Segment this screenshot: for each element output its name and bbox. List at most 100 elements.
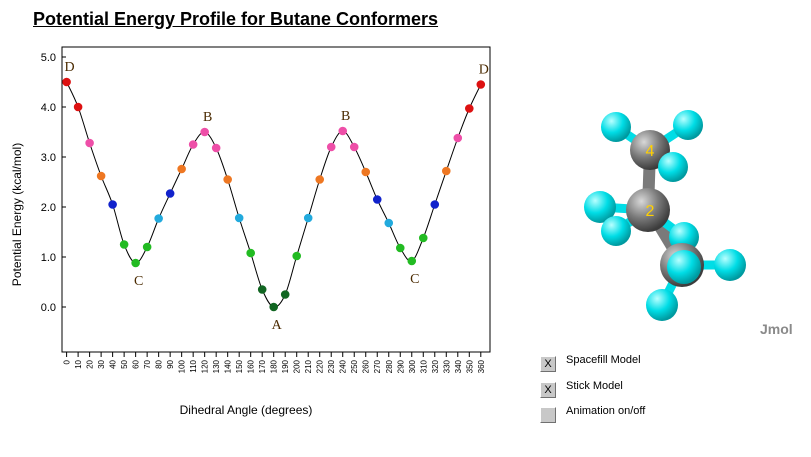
- x-tick-label: 210: [304, 359, 313, 373]
- y-tick-label: 0.0: [41, 302, 56, 314]
- x-tick-label: 230: [327, 359, 336, 373]
- x-axis-label: Dihedral Angle (degrees): [180, 403, 313, 417]
- conformer-label: D: [65, 60, 75, 75]
- data-point: [453, 133, 463, 143]
- x-tick-label: 260: [362, 359, 371, 373]
- x-tick-label: 220: [316, 359, 325, 373]
- animation-checkbox[interactable]: [540, 407, 556, 423]
- y-axis-ticks: 0.0 1.0 2.0 3.0 4.0 5.0: [41, 52, 66, 314]
- x-tick-label: 30: [97, 359, 106, 368]
- hydrogen-atom: [584, 191, 616, 223]
- conformer-label: A: [272, 318, 283, 333]
- data-point: [292, 251, 302, 261]
- conformer-label: C: [410, 272, 419, 287]
- data-point: [177, 164, 186, 174]
- y-tick-label: 3.0: [41, 152, 56, 164]
- hydrogen-atom: [673, 110, 703, 140]
- y-tick-label: 4.0: [41, 102, 56, 114]
- conformer-labels: D B C A B C D: [65, 60, 489, 333]
- data-point: [257, 285, 267, 294]
- data-point: [211, 143, 221, 153]
- x-tick-label: 100: [178, 359, 187, 373]
- data-point: [73, 102, 83, 112]
- data-point: [142, 242, 152, 252]
- x-tick-label: 290: [396, 359, 405, 373]
- data-point: [154, 214, 163, 223]
- carbon-atom: [626, 188, 670, 232]
- x-tick-label: 350: [465, 359, 474, 373]
- x-tick-label: 340: [454, 359, 463, 373]
- y-tick-label: 1.0: [41, 252, 56, 264]
- data-point: [361, 167, 371, 177]
- hydrogen-atom: [646, 289, 678, 321]
- x-tick-label: 110: [189, 359, 198, 372]
- conformer-label: C: [134, 274, 143, 289]
- x-tick-label: 120: [201, 359, 210, 373]
- x-tick-label: 150: [235, 359, 244, 373]
- conformer-label: D: [479, 63, 489, 78]
- data-point: [303, 213, 313, 223]
- atom-label: 2: [646, 203, 655, 220]
- x-tick-label: 130: [212, 359, 221, 373]
- data-point: [464, 104, 474, 113]
- x-tick-label: 80: [155, 359, 164, 368]
- butane-3d-model[interactable]: 4 2: [570, 95, 760, 330]
- stick-checkbox[interactable]: X: [540, 382, 556, 398]
- stick-label: Stick Model: [566, 380, 623, 392]
- hydrogen-atom: [714, 249, 746, 281]
- data-point: [441, 166, 451, 176]
- data-point: [246, 248, 255, 258]
- x-tick-label: 240: [339, 359, 348, 373]
- x-tick-label: 320: [431, 359, 440, 373]
- x-tick-label: 200: [293, 359, 302, 373]
- stick-control: X Stick Model: [540, 380, 623, 398]
- atom-label: 4: [646, 143, 655, 160]
- energy-profile-chart: 0.0 1.0 2.0 3.0 4.0 5.0 0 10 20 30 40 50 60 70 80 90 10…: [10, 46, 491, 417]
- x-tick-label: 50: [120, 359, 129, 368]
- conformer-label: B: [203, 110, 212, 125]
- spacefill-control: X Spacefill Model: [540, 354, 641, 372]
- data-point: [131, 258, 140, 268]
- x-tick-label: 160: [247, 359, 256, 373]
- data-point: [476, 80, 486, 89]
- data-point: [269, 302, 278, 312]
- x-tick-label: 10: [74, 359, 83, 368]
- x-tick-label: 310: [419, 359, 428, 373]
- x-tick-label: 190: [281, 359, 290, 373]
- data-point: [338, 126, 348, 136]
- hydrogen-atom: [601, 112, 631, 142]
- x-tick-label: 140: [224, 359, 233, 373]
- jmol-label: Jmol: [760, 321, 793, 337]
- x-tick-label: 180: [270, 359, 279, 373]
- data-points: [62, 77, 486, 312]
- x-tick-label: 330: [442, 359, 451, 373]
- data-point: [430, 200, 440, 209]
- data-point: [223, 175, 232, 184]
- x-tick-label: 0: [63, 359, 72, 364]
- conformer-label: B: [341, 109, 350, 124]
- data-point: [165, 189, 175, 198]
- x-tick-label: 360: [477, 359, 486, 373]
- data-point: [315, 175, 325, 184]
- data-point: [119, 240, 129, 249]
- x-tick-label: 40: [109, 359, 118, 368]
- x-axis-ticks: 0 10 20 30 40 50 60 70 80 90 100 110 120 130 140 150 160…: [63, 352, 486, 373]
- data-point: [200, 127, 209, 137]
- hydrogen-atom: [667, 250, 701, 284]
- hydrogen-atom: [658, 152, 688, 182]
- spacefill-checkbox[interactable]: X: [540, 356, 556, 372]
- data-point: [280, 290, 290, 299]
- x-tick-label: 60: [132, 359, 141, 368]
- y-axis-label: Potential Energy (kcal/mol): [10, 143, 24, 286]
- data-point: [96, 171, 106, 181]
- data-point: [188, 140, 198, 149]
- x-tick-label: 70: [143, 359, 152, 368]
- x-tick-label: 90: [166, 359, 175, 368]
- x-tick-label: 300: [408, 359, 417, 373]
- x-tick-label: 270: [373, 359, 382, 373]
- plot-frame: [61, 46, 491, 353]
- x-tick-label: 20: [86, 359, 95, 368]
- y-tick-label: 5.0: [41, 52, 56, 64]
- spacefill-label: Spacefill Model: [566, 354, 641, 366]
- data-point: [62, 77, 71, 87]
